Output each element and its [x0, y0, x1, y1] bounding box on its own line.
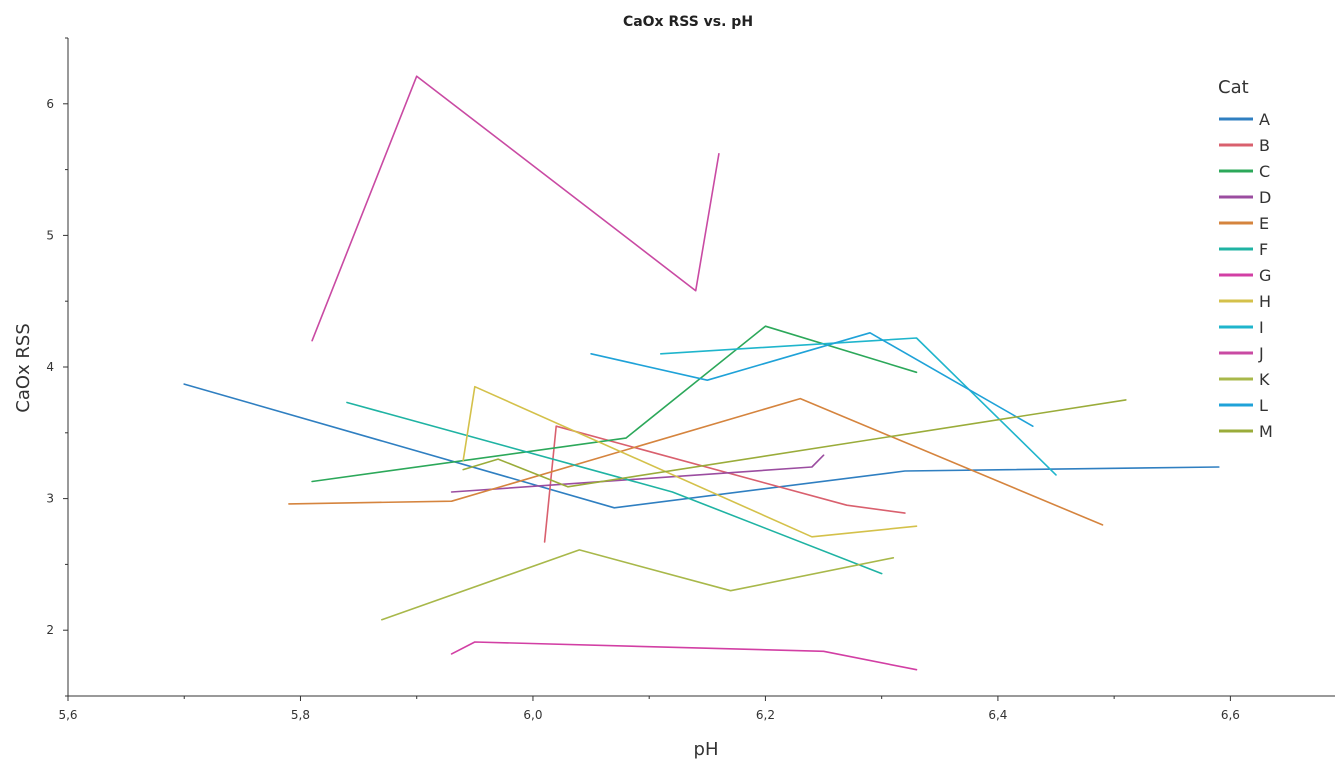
legend-label-b: B	[1259, 136, 1270, 155]
y-tick-label: 3	[46, 492, 54, 506]
legend-title: Cat	[1218, 77, 1249, 98]
series-line-c	[311, 325, 918, 483]
series-line-m	[462, 399, 1127, 488]
legend-label-d: D	[1259, 188, 1271, 207]
series-line-h	[462, 385, 918, 538]
y-tick-label: 6	[46, 97, 54, 111]
x-axis-ticks: 5,6 5,8 6,0 6,2 6,4 6,6	[58, 696, 1240, 722]
legend-label-e: E	[1259, 214, 1269, 233]
series-line-f	[346, 401, 883, 575]
legend-label-m: M	[1259, 422, 1273, 441]
legend-label-k: K	[1259, 370, 1270, 389]
series-line-b	[543, 425, 906, 543]
x-tick-label: 5,6	[58, 708, 77, 722]
series-line-d	[450, 454, 825, 493]
series-line-k	[380, 549, 895, 621]
x-tick-label: 6,2	[756, 708, 775, 722]
series-line-a	[183, 383, 1220, 509]
series-line-e	[288, 397, 1104, 526]
series-line-i	[659, 337, 1057, 476]
y-axis-ticks: 2 3 4 5 6	[46, 37, 68, 697]
x-tick-label: 5,8	[291, 708, 310, 722]
legend-label-i: I	[1259, 318, 1264, 337]
series-line-l	[590, 331, 1034, 428]
y-tick-label: 4	[46, 360, 54, 374]
y-axis-label: CaOx RSS	[13, 323, 34, 413]
x-tick-label: 6,0	[523, 708, 542, 722]
legend-label-a: A	[1259, 110, 1270, 129]
legend-label-j: J	[1258, 344, 1264, 363]
plot-area	[183, 75, 1220, 671]
x-tick-label: 6,4	[988, 708, 1007, 722]
series-line-g	[450, 641, 918, 671]
legend-label-g: G	[1259, 266, 1271, 285]
legend-label-c: C	[1259, 162, 1270, 181]
x-tick-label: 6,6	[1221, 708, 1240, 722]
series-line-j	[311, 75, 720, 342]
x-axis-label: pH	[694, 739, 719, 760]
chart-title: CaOx RSS vs. pH	[623, 14, 753, 30]
legend-label-l: L	[1259, 396, 1268, 415]
legend-label-h: H	[1259, 292, 1271, 311]
y-tick-label: 2	[46, 623, 54, 637]
legend-label-f: F	[1259, 240, 1268, 259]
y-tick-label: 5	[46, 228, 54, 242]
